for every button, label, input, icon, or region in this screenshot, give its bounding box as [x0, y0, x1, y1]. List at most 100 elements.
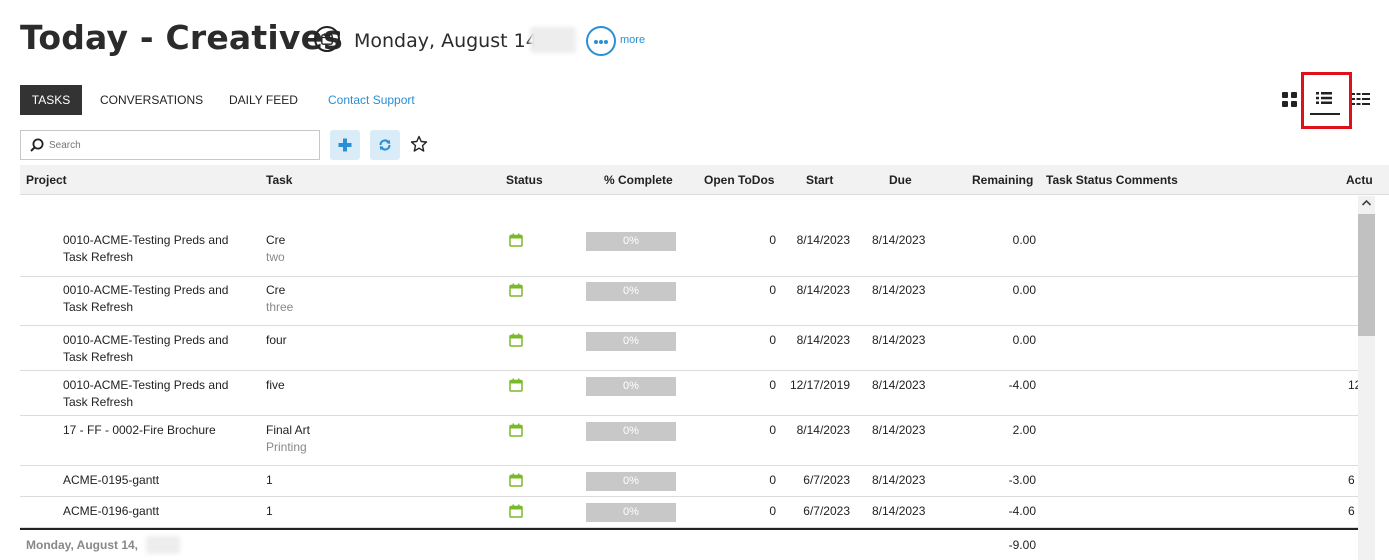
calendar-button[interactable] — [314, 26, 340, 52]
redacted-year — [146, 536, 180, 554]
grid-view-icon[interactable] — [1282, 92, 1298, 108]
remaining-value: -3.00 — [1008, 473, 1036, 487]
calendar-status-icon[interactable] — [509, 423, 523, 437]
task-cell[interactable]: Cre two — [266, 232, 466, 266]
table-row[interactable]: 0010-ACME-Testing Preds and Task Refresh C… — [20, 226, 1358, 277]
highlight-box — [1301, 72, 1352, 129]
project-name: 0010-ACME-Testing Preds and — [63, 233, 229, 247]
column-start[interactable]: Start — [806, 173, 834, 187]
percent-complete-bar: 0% — [586, 232, 676, 251]
actual-value: 6 — [1348, 504, 1355, 518]
column-remaining[interactable]: Remaining — [972, 173, 1034, 187]
due-date: 8/14/2023 — [872, 233, 926, 247]
percent-complete-bar: 0% — [586, 332, 676, 351]
task-cell[interactable]: 1 — [266, 472, 466, 489]
project-cell[interactable]: ACME-0196-gantt — [63, 503, 253, 520]
due-date: 8/14/2023 — [872, 504, 926, 518]
project-cell[interactable]: 0010-ACME-Testing Preds and Task Refresh — [63, 232, 253, 266]
contact-support-link[interactable]: Contact Support — [328, 93, 415, 107]
table-row[interactable]: ACME-0196-gantt 1 0% 0 6/7/2023 8/14/2023 -4.0… — [20, 497, 1358, 528]
more-dots-icon[interactable] — [586, 26, 616, 56]
project-name-cont: Task Refresh — [63, 350, 134, 364]
project-name-cont: Task Refresh — [63, 250, 134, 264]
due-date: 8/14/2023 — [872, 378, 926, 392]
remaining-value: 0.00 — [1012, 283, 1036, 297]
start-date: 8/14/2023 — [796, 283, 850, 297]
column-percent-complete[interactable]: % Complete — [604, 173, 673, 187]
tab-tasks[interactable]: TASKS — [20, 85, 82, 115]
add-task-button[interactable] — [330, 130, 360, 160]
calendar-status-icon[interactable] — [509, 378, 523, 392]
column-status[interactable]: Status — [506, 173, 543, 187]
more-link[interactable]: more — [620, 34, 646, 46]
column-project[interactable]: Project — [26, 173, 67, 187]
due-date: 8/14/2023 — [872, 283, 926, 297]
table-row[interactable]: ACME-0195-gantt 1 0% 0 6/7/2023 8/14/2023 -3.0… — [20, 466, 1358, 497]
start-date: 8/14/2023 — [796, 333, 850, 347]
open-todos-count: 0 — [769, 283, 776, 297]
total-date-label: Monday, August 14, — [26, 538, 139, 552]
task-name: four — [266, 333, 287, 347]
project-cell[interactable]: 17 - FF - 0002-Fire Brochure — [63, 422, 253, 439]
percent-complete-bar: 0% — [586, 282, 676, 301]
project-name: 0010-ACME-Testing Preds and — [63, 378, 229, 392]
vertical-scrollbar[interactable] — [1358, 196, 1375, 560]
list-view-icon[interactable] — [1316, 91, 1332, 110]
star-icon[interactable] — [410, 135, 428, 158]
calendar-status-icon[interactable] — [509, 504, 523, 518]
project-cell[interactable]: 0010-ACME-Testing Preds and Task Refresh — [63, 332, 253, 366]
task-cell[interactable]: four — [266, 332, 466, 349]
table-header: Project Task Status % Complete Open ToDo… — [20, 165, 1389, 195]
task-name: Cre — [266, 283, 286, 297]
refresh-button[interactable] — [370, 130, 400, 160]
start-date: 6/7/2023 — [803, 473, 850, 487]
project-name: 0010-ACME-Testing Preds and — [63, 283, 229, 297]
search-input[interactable] — [49, 137, 309, 153]
task-subtitle: Printing — [266, 440, 307, 454]
task-name: Final Art — [266, 423, 311, 437]
project-cell[interactable]: 0010-ACME-Testing Preds and Task Refresh — [63, 377, 253, 411]
calendar-status-icon[interactable] — [509, 233, 523, 247]
project-cell[interactable]: ACME-0195-gantt — [63, 472, 253, 489]
column-task-status-comments[interactable]: Task Status Comments — [1046, 173, 1178, 187]
calendar-status-icon[interactable] — [509, 333, 523, 347]
calendar-status-icon[interactable] — [509, 473, 523, 487]
percent-complete-bar: 0% — [586, 472, 676, 491]
project-name-cont: Task Refresh — [63, 300, 134, 314]
task-name: 1 — [266, 473, 273, 487]
actual-value: 6 — [1348, 473, 1355, 487]
task-cell[interactable]: 1 — [266, 503, 466, 520]
percent-complete-bar: 0% — [586, 503, 676, 522]
open-todos-count: 0 — [769, 473, 776, 487]
task-cell[interactable]: Final Art Printing — [266, 422, 466, 456]
column-open-todos[interactable]: Open ToDos — [704, 173, 775, 187]
start-date: 6/7/2023 — [803, 504, 850, 518]
scroll-up-arrow-icon[interactable] — [1361, 198, 1372, 208]
column-actual[interactable]: Actu — [1346, 173, 1373, 187]
due-date: 8/14/2023 — [872, 423, 926, 437]
project-name: 17 - FF - 0002-Fire Brochure — [63, 423, 216, 437]
detail-list-icon[interactable] — [1352, 92, 1370, 111]
table-row[interactable]: 0010-ACME-Testing Preds and Task Refresh C… — [20, 276, 1358, 326]
task-subtitle: two — [266, 250, 285, 264]
table-row[interactable]: 0010-ACME-Testing Preds and Task Refresh f… — [20, 326, 1358, 371]
open-todos-count: 0 — [769, 333, 776, 347]
column-task[interactable]: Task — [266, 173, 293, 187]
tab-daily-feed[interactable]: DAILY FEED — [229, 93, 298, 107]
tab-conversations[interactable]: CONVERSATIONS — [100, 93, 204, 107]
actual-value: 12 — [1348, 378, 1358, 392]
task-cell[interactable]: five — [266, 377, 466, 394]
percent-complete-bar: 0% — [586, 422, 676, 441]
plus-icon — [338, 138, 352, 152]
percent-complete-bar: 0% — [586, 377, 676, 396]
calendar-status-icon[interactable] — [509, 283, 523, 297]
table-row[interactable]: 0010-ACME-Testing Preds and Task Refresh f… — [20, 371, 1358, 416]
project-cell[interactable]: 0010-ACME-Testing Preds and Task Refresh — [63, 282, 253, 316]
table-row[interactable]: 17 - FF - 0002-Fire Brochure Final Art Pri… — [20, 416, 1358, 466]
open-todos-count: 0 — [769, 423, 776, 437]
column-due[interactable]: Due — [889, 173, 912, 187]
task-cell[interactable]: Cre three — [266, 282, 466, 316]
total-row: Monday, August 14, -9.00 — [20, 528, 1358, 560]
scrollbar-thumb[interactable] — [1358, 214, 1375, 336]
calendar-icon — [321, 33, 333, 45]
